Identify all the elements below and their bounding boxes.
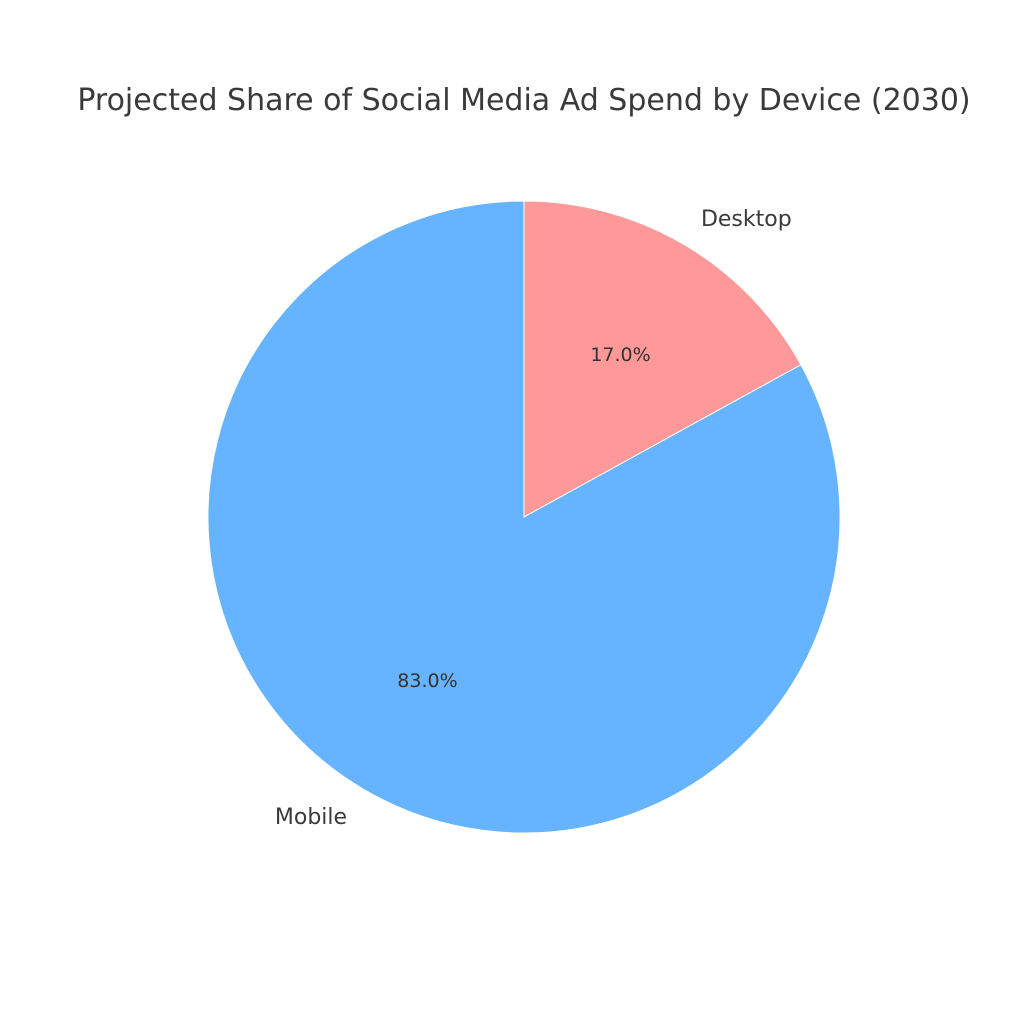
- chart-title: Projected Share of Social Media Ad Spend…: [77, 83, 970, 118]
- pie-slice-mobile: [207, 200, 841, 834]
- pie-slices: [207, 200, 841, 834]
- pie-slice-desktop: [523, 200, 802, 518]
- pie-category-label-mobile: Mobile: [275, 805, 347, 830]
- pie-labels: 17.0% Desktop 83.0% Mobile: [275, 207, 792, 830]
- pie-category-label-desktop: Desktop: [701, 207, 792, 232]
- pie-value-label-desktop: 17.0%: [590, 344, 650, 366]
- pie-value-label-mobile: 83.0%: [397, 670, 457, 692]
